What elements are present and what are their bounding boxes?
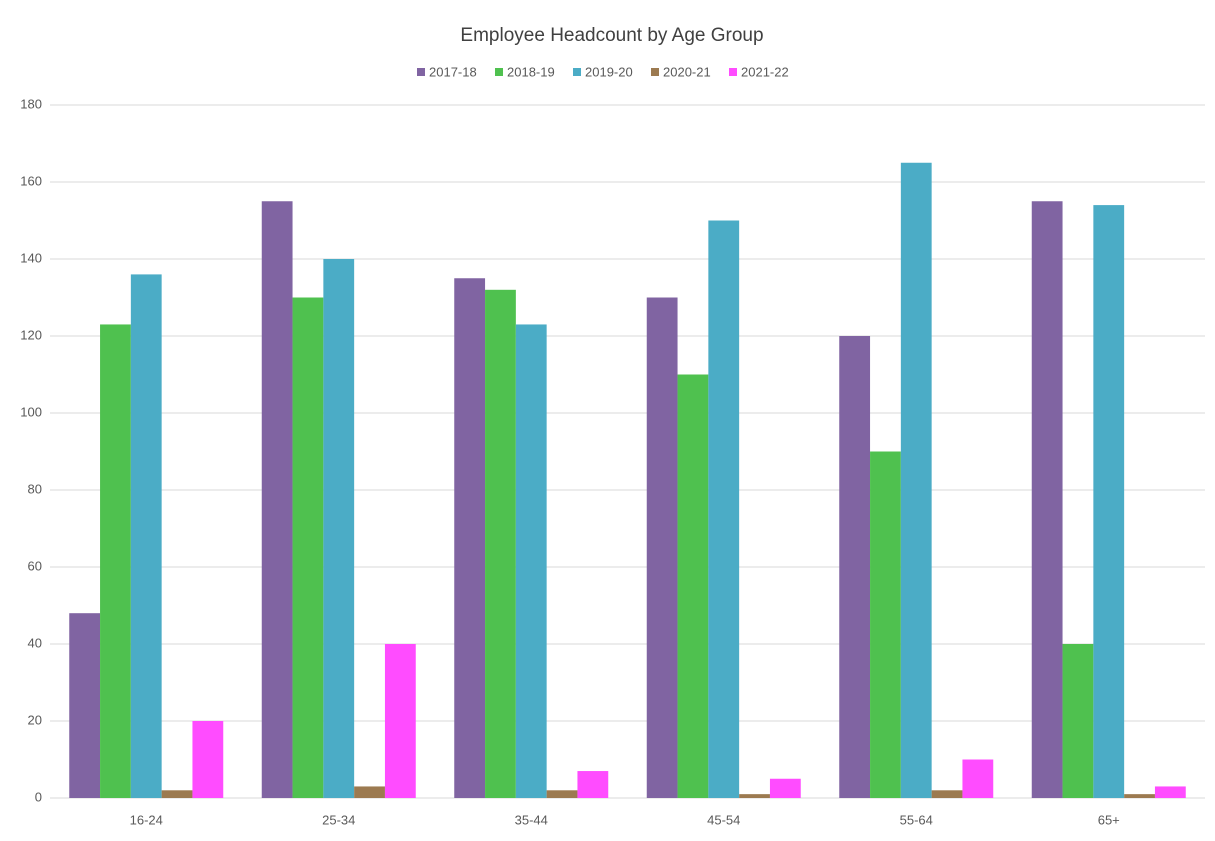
bar [739, 794, 770, 798]
bar [454, 278, 486, 798]
bar [931, 790, 963, 798]
x-tick-label: 16-24 [130, 812, 163, 827]
bar [261, 201, 293, 798]
bar [870, 451, 901, 798]
bar [515, 324, 547, 798]
bar [839, 336, 871, 798]
bar [677, 374, 709, 798]
legend-label: 2019-20 [585, 64, 633, 79]
y-tick-label: 180 [20, 96, 42, 111]
y-tick-label: 40 [28, 635, 42, 650]
bar [1154, 786, 1186, 798]
legend-label: 2021-22 [741, 64, 789, 79]
y-tick-label: 160 [20, 173, 42, 188]
legend-label: 2017-18 [429, 64, 477, 79]
bar [546, 790, 578, 798]
bar [100, 324, 131, 798]
bar [1062, 644, 1094, 798]
legend-label: 2020-21 [663, 64, 711, 79]
legend-swatch [495, 68, 503, 76]
bar [1093, 205, 1125, 799]
bar [354, 786, 385, 798]
bar [161, 790, 193, 798]
legend-swatch [651, 68, 659, 76]
bar [962, 759, 994, 798]
y-tick-label: 20 [28, 712, 42, 727]
y-tick-label: 100 [20, 404, 42, 419]
bar [646, 297, 678, 798]
bar [769, 778, 801, 798]
bar [1031, 201, 1063, 798]
y-tick-label: 60 [28, 558, 42, 573]
x-tick-label: 55-64 [900, 812, 933, 827]
y-tick-label: 140 [20, 250, 42, 265]
y-tick-label: 0 [35, 789, 42, 804]
x-tick-label: 65+ [1098, 812, 1120, 827]
bar [900, 162, 932, 798]
bar [384, 644, 416, 798]
bar [192, 721, 224, 798]
bar [69, 613, 101, 798]
x-tick-label: 45-54 [707, 812, 740, 827]
bar [1124, 794, 1155, 798]
bar [323, 259, 355, 798]
chart-title: Employee Headcount by Age Group [460, 25, 763, 46]
legend-label: 2018-19 [507, 64, 555, 79]
y-tick-label: 80 [28, 481, 42, 496]
y-tick-label: 120 [20, 327, 42, 342]
x-tick-label: 35-44 [515, 812, 548, 827]
bar [130, 274, 162, 798]
x-tick-label: 25-34 [322, 812, 355, 827]
legend-swatch [729, 68, 737, 76]
bar [708, 220, 740, 798]
bar [577, 771, 609, 798]
legend-swatch [417, 68, 425, 76]
bar [485, 289, 516, 798]
bar [292, 297, 324, 798]
legend-swatch [573, 68, 581, 76]
